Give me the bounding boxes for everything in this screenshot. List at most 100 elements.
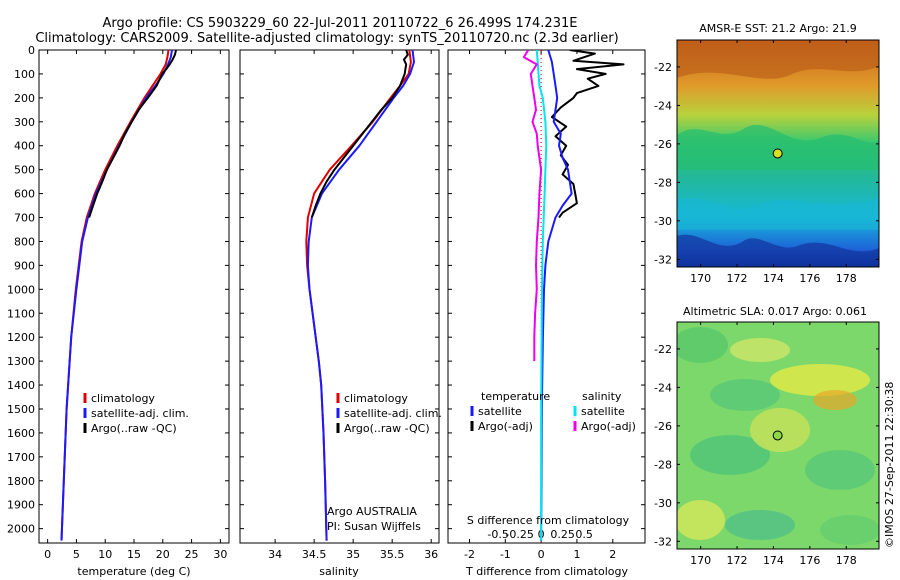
- legend-label: Argo(..raw -QC): [344, 422, 430, 435]
- depth-tick-label: 1100: [7, 307, 35, 320]
- temperature-panel: 0100200300400500600700800900100011001200…: [7, 44, 230, 578]
- x-tick-label: 20: [156, 548, 170, 561]
- depth-tick-label: 1900: [7, 499, 35, 512]
- temperature-frame: [38, 49, 230, 544]
- depth-tick-label: 1600: [7, 427, 35, 440]
- s-difference-tick-label: -0.5: [487, 528, 508, 541]
- lon-tick-label: 170: [690, 554, 711, 567]
- t-argo-difference-line: [550, 50, 625, 219]
- salinity-argo-line: [310, 50, 409, 218]
- sla-map-frame: [676, 321, 880, 550]
- depth-tick-label: 600: [14, 188, 35, 201]
- principal-investigator-label: PI: Susan Wijffels: [327, 520, 421, 533]
- legend-label: satellite-adj. clim.: [91, 407, 189, 420]
- lon-tick-label: 178: [836, 554, 857, 567]
- salinity-satellite-line: [306, 50, 415, 541]
- lat-tick-label: -26: [654, 138, 672, 151]
- depth-tick-label: 400: [14, 140, 35, 153]
- s-difference-xlabel: S difference from climatology: [467, 514, 630, 527]
- salinity-climatology-line: [305, 50, 412, 541]
- float-program-label: Argo AUSTRALIA: [327, 505, 417, 518]
- depth-tick-label: 1000: [7, 283, 35, 296]
- depth-tick-label: 900: [14, 259, 35, 272]
- x-tick-label: 35: [346, 548, 360, 561]
- x-tick-label: 25: [185, 548, 199, 561]
- x-tick-label: 0: [538, 548, 545, 561]
- lon-tick-label: 178: [836, 272, 857, 285]
- copyright-stamp: ©IMOS 27-Sep-2011 22:30:38: [883, 382, 896, 548]
- x-tick-label: 2: [609, 548, 616, 561]
- legend-label: satellite-adj. clim.: [344, 407, 442, 420]
- s-difference-tick-label: 0.25: [550, 528, 575, 541]
- depth-tick-label: 300: [14, 116, 35, 129]
- x-tick-label: 34: [268, 548, 282, 561]
- lat-tick-label: -22: [654, 343, 672, 356]
- sst-map-title: AMSR-E SST: 21.2 Argo: 21.9: [699, 22, 857, 35]
- lon-tick-label: 172: [727, 554, 748, 567]
- difference-frame: [447, 49, 646, 544]
- legend-label: climatology: [344, 392, 408, 405]
- legend-label: satellite: [478, 405, 522, 418]
- s-argo-difference-line: [522, 50, 543, 362]
- lat-tick-label: -26: [654, 420, 672, 433]
- salinity-xlabel: salinity: [319, 565, 359, 578]
- depth-tick-label: 1500: [7, 403, 35, 416]
- temperature-xlabel: temperature (deg C): [77, 565, 190, 578]
- sst-map-panel: AMSR-E SST: 21.2 Argo: 21.9 170 172 174 176…: [654, 22, 880, 285]
- depth-tick-label: 0: [28, 44, 35, 57]
- lat-tick-label: -30: [654, 215, 672, 228]
- x-tick-label: 35.5: [380, 548, 405, 561]
- x-tick-label: 36: [424, 548, 438, 561]
- lat-tick-label: -24: [654, 99, 672, 112]
- lat-tick-label: -28: [654, 458, 672, 471]
- s-difference-tick-label: 0.5: [575, 528, 593, 541]
- lon-tick-label: 172: [727, 272, 748, 285]
- x-tick-label: -2: [464, 548, 475, 561]
- depth-tick-label: 500: [14, 164, 35, 177]
- temperature-argo-line: [88, 50, 177, 218]
- salinity-panel: 34 34.5 35 35.5 36 salinity climatology satel…: [239, 49, 442, 578]
- legend-label: Argo(..raw -QC): [91, 422, 177, 435]
- lat-tick-label: -22: [654, 61, 672, 74]
- t-satellite-difference-line: [540, 50, 573, 541]
- lon-tick-label: 176: [799, 272, 820, 285]
- s-satellite-difference-line: [535, 50, 548, 541]
- sla-profile-location-marker: [772, 430, 783, 441]
- legend-header-temperature: temperature: [481, 390, 550, 403]
- salinity-frame: [239, 49, 440, 544]
- legend-header-salinity: salinity: [582, 390, 622, 403]
- x-tick-label: 15: [127, 548, 141, 561]
- temperature-climatology-line: [60, 50, 170, 541]
- legend-label: satellite: [581, 405, 625, 418]
- title-line-2: Climatology: CARS2009. Satellite-adjuste…: [35, 31, 618, 46]
- legend-label: climatology: [91, 392, 155, 405]
- depth-tick-label: 1400: [7, 379, 35, 392]
- depth-tick-label: 800: [14, 235, 35, 248]
- lat-tick-label: -28: [654, 176, 672, 189]
- lat-tick-label: -24: [654, 381, 672, 394]
- depth-tick-label: 1800: [7, 475, 35, 488]
- sla-heatmap: [677, 322, 879, 549]
- sst-profile-location-marker: [772, 148, 783, 159]
- depth-tick-label: 100: [14, 68, 35, 81]
- x-tick-label: 1: [573, 548, 580, 561]
- depth-tick-label: 700: [14, 212, 35, 225]
- depth-tick-label: 1300: [7, 355, 35, 368]
- title-line-1: Argo profile: CS 5903229_60 22-Jul-2011 …: [103, 16, 578, 31]
- lat-tick-label: -32: [654, 535, 672, 548]
- depth-tick-label: 200: [14, 92, 35, 105]
- x-tick-label: -1: [500, 548, 511, 561]
- s-difference-tick-label: -0.25: [505, 528, 533, 541]
- lon-tick-label: 176: [799, 554, 820, 567]
- x-tick-label: 34.5: [302, 548, 327, 561]
- lon-tick-label: 174: [763, 554, 784, 567]
- t-difference-xlabel: T difference from climatology: [465, 565, 628, 578]
- depth-tick-label: 1700: [7, 451, 35, 464]
- x-tick-label: 5: [73, 548, 80, 561]
- legend-label: Argo(-adj): [581, 420, 636, 433]
- legend-label: Argo(-adj): [478, 420, 533, 433]
- lat-tick-label: -32: [654, 253, 672, 266]
- lon-tick-label: 170: [690, 272, 711, 285]
